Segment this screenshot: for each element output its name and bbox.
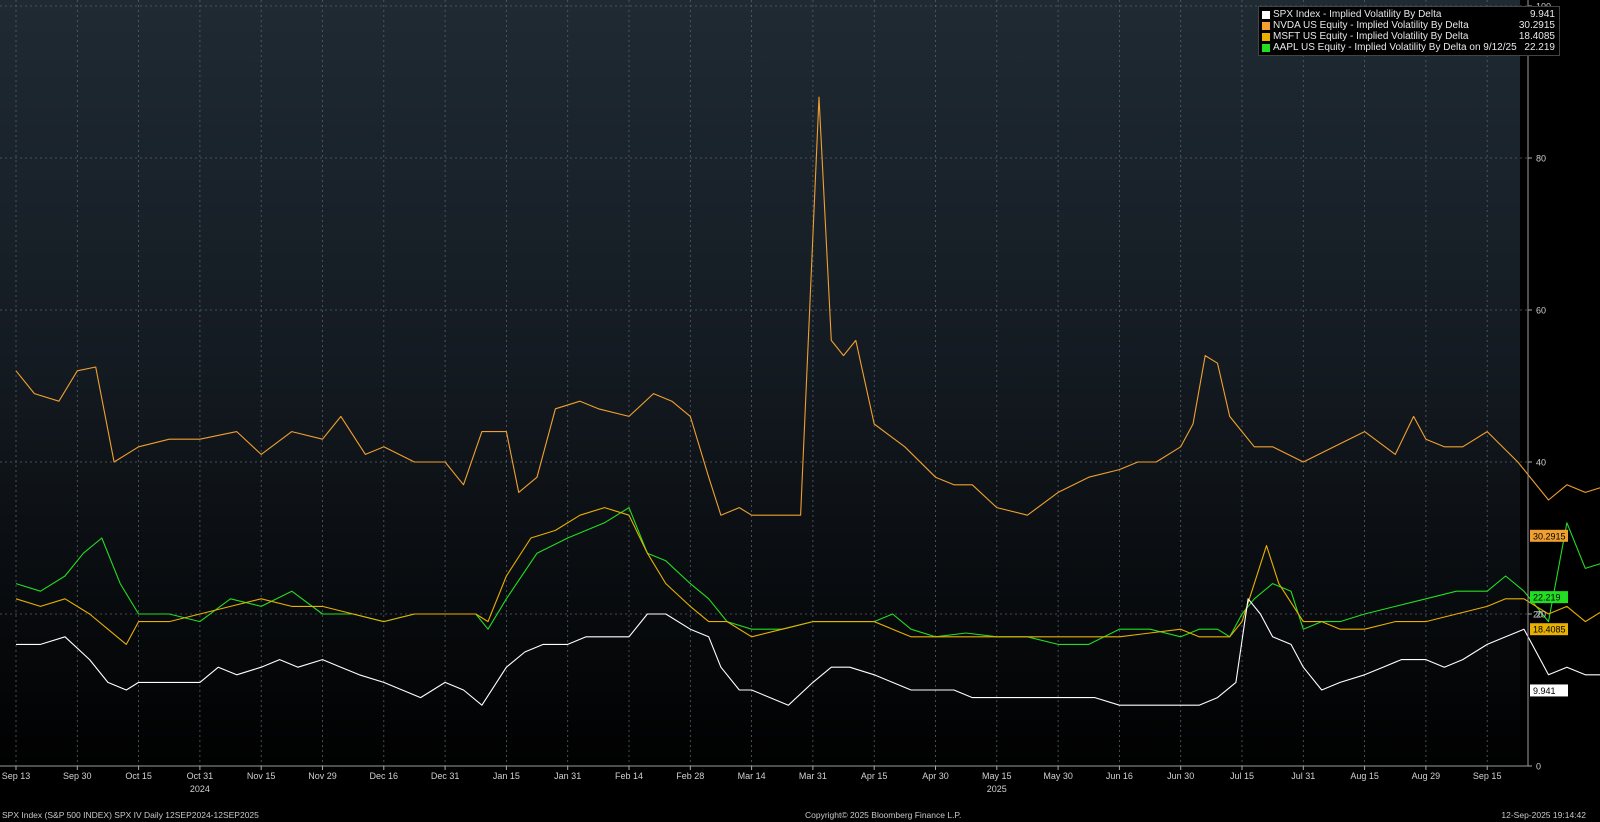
series-lines — [15, 96, 1600, 706]
x-tick-label: Oct 15 — [125, 771, 152, 781]
x-tick-label: Jul 31 — [1291, 771, 1315, 781]
x-tick-label: Apr 15 — [861, 771, 888, 781]
legend-value: 30.2915 — [1518, 20, 1555, 31]
legend-swatch — [1262, 32, 1270, 41]
y-tick-label: 20 — [1536, 610, 1546, 620]
x-tick-label: Mar 14 — [738, 771, 766, 781]
y-tick-label: 60 — [1536, 306, 1546, 316]
x-tick-label: Jan 31 — [554, 771, 581, 781]
legend-label: SPX Index - Implied Volatility By Delta — [1273, 9, 1442, 20]
x-tick-label: Jun 30 — [1167, 771, 1194, 781]
series-line — [15, 507, 1600, 645]
x-tick-label: Aug 29 — [1412, 771, 1441, 781]
x-tick-label: Oct 31 — [187, 771, 214, 781]
legend-value: 22.219 — [1524, 42, 1555, 53]
series-line — [16, 598, 1600, 706]
legend-value: 18.4085 — [1518, 31, 1555, 42]
legend-label: AAPL US Equity - Implied Volatility By D… — [1273, 42, 1517, 53]
x-tick-label: Mar 31 — [799, 771, 827, 781]
legend-item-spx: SPX Index - Implied Volatility By Delta … — [1262, 9, 1555, 20]
x-tick-label: Jul 15 — [1230, 771, 1254, 781]
year-label: 2024 — [190, 784, 210, 794]
legend-swatch — [1262, 21, 1270, 30]
x-tick-label: Dec 16 — [370, 771, 399, 781]
x-tick-label: May 15 — [982, 771, 1012, 781]
x-tick-label: Nov 15 — [247, 771, 276, 781]
legend-swatch — [1262, 43, 1270, 52]
last-value-text: 18.4085 — [1533, 625, 1566, 635]
legend-item-msft: MSFT US Equity - Implied Volatility By D… — [1262, 31, 1555, 42]
legend-swatch — [1262, 10, 1270, 19]
last-value-text: 9.941 — [1533, 686, 1556, 696]
y-axis-background — [1520, 0, 1600, 778]
x-tick-label: Jun 16 — [1106, 771, 1133, 781]
year-label: 2025 — [987, 784, 1007, 794]
last-value-text: 22.219 — [1533, 593, 1561, 603]
last-value-tag — [1530, 684, 1568, 697]
x-tick-label: Feb 28 — [676, 771, 704, 781]
y-tick-label: 80 — [1536, 154, 1546, 164]
last-value-tag — [1530, 623, 1568, 636]
legend-value: 9.941 — [1529, 9, 1555, 20]
legend-label: MSFT US Equity - Implied Volatility By D… — [1273, 31, 1469, 42]
chart-legend: SPX Index - Implied Volatility By Delta … — [1258, 6, 1560, 56]
x-tick-label: Sep 13 — [2, 771, 31, 781]
x-tick-label: Sep 15 — [1473, 771, 1502, 781]
last-value-tag — [1530, 591, 1568, 604]
legend-item-aapl: AAPL US Equity - Implied Volatility By D… — [1262, 42, 1555, 53]
chart-footer: SPX Index (S&P 500 INDEX) SPX IV Daily 1… — [0, 809, 1600, 822]
series-line — [15, 507, 1600, 645]
x-tick-label: Dec 31 — [431, 771, 460, 781]
last-value-text: 20 — [1533, 610, 1543, 620]
series-line — [15, 96, 1600, 516]
plot-background — [0, 0, 1520, 778]
legend-label: NVDA US Equity - Implied Volatility By D… — [1273, 20, 1469, 31]
last-value-labels: 30.2915 22.219 20 18.4085 9.941 — [1530, 529, 1568, 697]
last-value-tag — [1530, 529, 1568, 542]
x-tick-label: Jan 15 — [493, 771, 520, 781]
y-tick-label: 0 — [1536, 762, 1541, 772]
x-tick-label: Feb 14 — [615, 771, 643, 781]
axes: Sep 13 Sep 30 Oct 15 Oct 31 Nov 15 Nov 29 Dec … — [0, 0, 1551, 794]
footer-timestamp: 12-Sep-2025 19:14:42 — [1501, 810, 1586, 820]
x-tick-label: May 30 — [1043, 771, 1073, 781]
x-tick-label: Aug 15 — [1350, 771, 1379, 781]
y-tick-label: 40 — [1536, 458, 1546, 468]
last-value-text: 30.2915 — [1533, 531, 1566, 541]
x-tick-label: Nov 29 — [308, 771, 337, 781]
footer-security-info: SPX Index (S&P 500 INDEX) SPX IV Daily 1… — [2, 810, 259, 820]
legend-item-nvda: NVDA US Equity - Implied Volatility By D… — [1262, 20, 1555, 31]
x-tick-label: Sep 30 — [63, 771, 92, 781]
footer-copyright: Copyright© 2025 Bloomberg Finance L.P. — [805, 810, 962, 820]
x-tick-label: Apr 30 — [922, 771, 949, 781]
